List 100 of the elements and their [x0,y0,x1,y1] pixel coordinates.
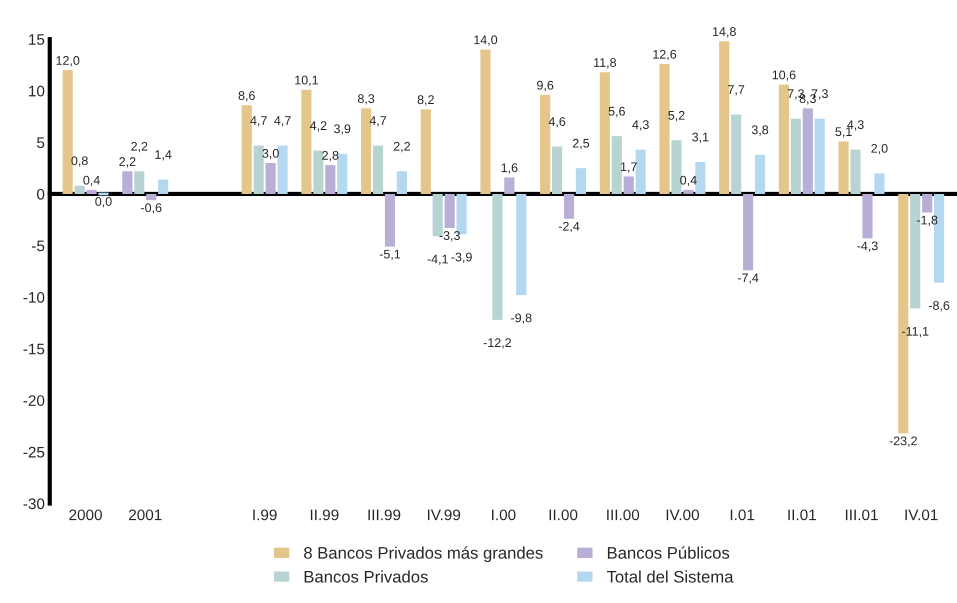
bar [516,194,526,296]
data-label: 1,6 [502,163,518,174]
bar [325,165,336,194]
bar [552,146,562,194]
data-label: -4,3 [857,241,878,252]
legend-label: Bancos Privados [304,570,428,583]
data-label: 0,4 [680,176,697,186]
bar [719,41,730,194]
data-label: 2,2 [394,142,410,152]
y-tick-label: -5 [32,240,44,252]
data-label: 2,8 [322,150,338,162]
bar [802,108,813,194]
data-label: 10,1 [295,76,318,86]
bar [838,141,849,194]
bar [492,194,502,320]
data-label: 12,6 [653,50,676,60]
bar [277,145,288,194]
y-tick-label: -10 [24,292,44,303]
data-label: 4,7 [370,116,386,126]
bar [384,194,396,247]
bar [301,90,312,194]
data-label: 2,2 [131,142,148,152]
x-tick-label: IV.00 [666,509,699,520]
data-label: 2,0 [871,144,888,154]
x-tick-label: III.00 [607,509,640,520]
legend-label: Bancos Públicos [608,546,730,559]
bar [671,140,682,194]
data-label: -0,6 [141,203,162,214]
data-label: 3,8 [752,125,768,136]
bar [146,194,156,200]
x-tick-label: III.99 [368,509,400,520]
bar [862,194,873,238]
bar [850,150,861,194]
data-label: -1,8 [916,216,938,226]
data-label: -5,1 [380,250,400,260]
data-label: 9,6 [537,80,554,92]
data-label: 4,7 [274,116,291,126]
bar [612,136,622,194]
y-tick-label: 10 [29,86,44,96]
bar [254,145,264,194]
bar [504,177,514,194]
data-label: 5,6 [608,106,625,118]
x-tick-label: II.01 [788,509,816,520]
data-label: 4,3 [632,120,649,131]
data-label: 4,2 [310,121,326,132]
data-label: 7,7 [728,85,744,96]
bar [778,84,789,194]
data-label: 12,0 [56,56,80,66]
data-label: -3,9 [451,252,472,263]
data-label: -8,6 [928,301,950,312]
bar [361,108,372,194]
bar [266,163,276,194]
bar [731,114,742,194]
data-label: -3,3 [439,231,460,242]
bar [624,176,634,194]
data-label: 14,0 [474,35,498,46]
x-tick-label: 2000 [69,509,102,520]
data-label: 14,8 [713,27,736,38]
data-label: 10,6 [772,70,796,81]
x-tick-label: III.01 [846,509,878,520]
bar [922,194,932,213]
x-tick-label: II.99 [310,509,338,520]
data-label: 0,0 [95,197,112,208]
data-label: 8,6 [238,91,255,102]
legend-label: Total del Sistema [606,570,734,583]
data-label: -23,2 [890,436,917,447]
bar [242,105,252,194]
data-label: 5,2 [668,110,685,122]
bar [480,50,491,194]
x-tick-label: II.00 [550,509,578,520]
y-tick-label: 15 [29,34,44,45]
data-label: -9,8 [511,313,532,324]
bar [74,186,85,194]
y-tick-label: 5 [37,137,44,148]
data-label: -11,1 [902,327,928,338]
x-tick-label: IV.01 [905,509,938,520]
bar [158,180,168,194]
bar [313,150,324,194]
bar [636,150,646,194]
data-label: 1,4 [155,150,172,160]
bar [576,168,586,194]
bar [659,64,670,194]
data-label: 0,4 [83,176,100,186]
legend-label: 8 Bancos Privados más grandes [304,546,543,562]
data-label: 1,7 [620,162,637,173]
y-tick-label: -20 [24,395,44,406]
bar [86,190,97,194]
data-label: 11,8 [594,58,616,68]
bar [790,118,801,194]
data-label: 3,9 [334,124,350,135]
bar [134,171,144,194]
data-label: -2,4 [558,222,580,232]
x-tick-label: 2001 [129,509,162,520]
x-tick-label: IV.99 [428,509,460,520]
bar [564,194,574,219]
bar [540,94,550,194]
data-label: 8,3 [358,94,374,105]
bar [62,70,73,194]
bar [420,109,431,194]
bar [874,173,884,194]
